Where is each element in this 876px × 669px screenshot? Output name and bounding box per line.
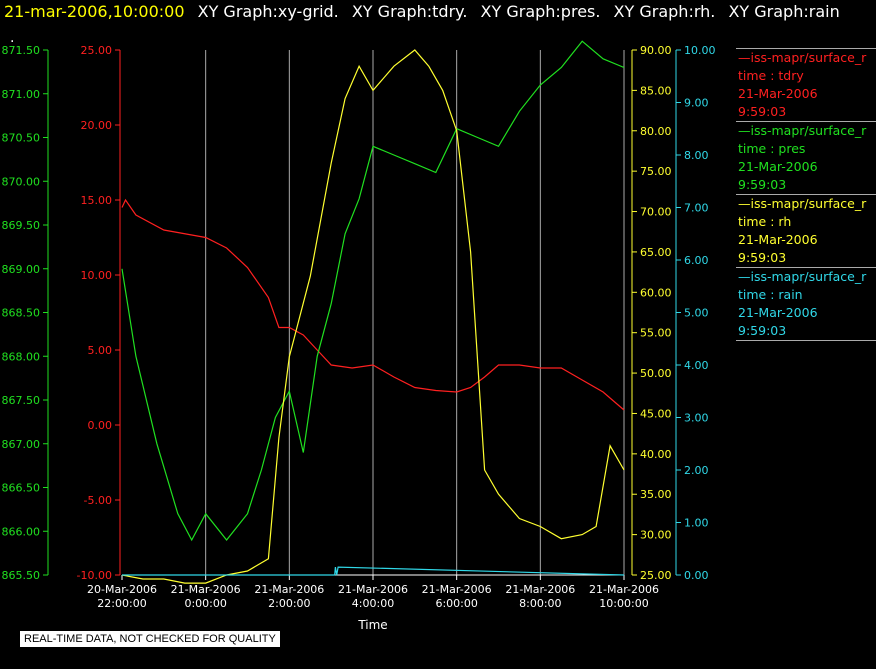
y-tick-label-pres: 865.50: [2, 569, 41, 582]
y-tick-label-rh: 50.00: [640, 367, 672, 380]
legend-time: 9:59:03: [738, 250, 787, 265]
legend-line-label: —iss-mapr/surface_r: [738, 50, 867, 65]
y-tick-label-pres: 870.50: [2, 132, 41, 145]
y-tick-label-rain: 6.00: [684, 254, 709, 267]
y-tick-label-tdry: 25.00: [81, 44, 113, 57]
y-tick-label-pres: 868.00: [2, 350, 41, 363]
y-tick-label-tdry: 10.00: [81, 269, 113, 282]
x-tick-label-date: 21-Mar-2006: [589, 583, 659, 596]
y-tick-label-rain: 3.00: [684, 412, 709, 425]
y-tick-label-pres: 870.00: [2, 175, 41, 188]
y-tick-label-rain: 0.00: [684, 569, 709, 582]
legend-field: time : rain: [738, 287, 803, 302]
x-tick-label-date: 21-Mar-2006: [171, 583, 241, 596]
y-tick-label-rain: 7.00: [684, 202, 709, 215]
y-tick-label-rh: 60.00: [640, 286, 672, 299]
graph-title-pres: XY Graph:pres.: [480, 2, 601, 21]
x-tick-label-time: 0:00:00: [184, 597, 226, 610]
y-tick-label-pres: 871.50: [2, 44, 41, 57]
x-tick-label-date: 21-Mar-2006: [254, 583, 324, 596]
y-tick-label-tdry: -5.00: [84, 494, 112, 507]
series-line-pres: [121, 40, 625, 542]
y-tick-label-tdry: 5.00: [88, 344, 113, 357]
x-tick-label-time: 2:00:00: [268, 597, 310, 610]
quality-disclaimer: REAL-TIME DATA, NOT CHECKED FOR QUALITY: [20, 631, 280, 647]
graph-title-rain: XY Graph:rain: [728, 2, 840, 21]
y-tick-label-rh: 70.00: [640, 206, 672, 219]
x-tick-label-time: 6:00:00: [435, 597, 477, 610]
legend-entry-tdry: —iss-mapr/surface_r time : tdry 21-Mar-2…: [736, 48, 876, 121]
y-tick-label-rain: 5.00: [684, 307, 709, 320]
legend-time: 9:59:03: [738, 323, 787, 338]
legend-date: 21-Mar-2006: [738, 232, 818, 247]
legend-date: 21-Mar-2006: [738, 305, 818, 320]
legend-entry-rh: —iss-mapr/surface_r time : rh 21-Mar-200…: [736, 194, 876, 267]
legend-line-label: —iss-mapr/surface_r: [738, 196, 867, 211]
legend-entry-pres: —iss-mapr/surface_r time : pres 21-Mar-2…: [736, 121, 876, 194]
y-tick-label-rh: 40.00: [640, 448, 672, 461]
y-tick-label-rh: 85.00: [640, 84, 672, 97]
x-tick-label-date: 21-Mar-2006: [338, 583, 408, 596]
graph-title-tdry: XY Graph:tdry.: [351, 2, 468, 21]
y-tick-label-rh: 25.00: [640, 569, 672, 582]
x-tick-label-date: 21-Mar-2006: [505, 583, 575, 596]
x-tick-label-time: 22:00:00: [97, 597, 146, 610]
timestamp: 21-mar-2006,10:00:00: [4, 2, 185, 21]
y-tick-label-pres: 867.00: [2, 438, 41, 451]
y-tick-label-pres: 866.00: [2, 525, 41, 538]
y-tick-label-rh: 45.00: [640, 407, 672, 420]
legend-entry-rain: —iss-mapr/surface_r time : rain 21-Mar-2…: [736, 267, 876, 341]
y-tick-label-pres: 866.50: [2, 482, 41, 495]
y-tick-label-rain: 8.00: [684, 149, 709, 162]
legend-time: 9:59:03: [738, 177, 787, 192]
y-tick-label-rh: 90.00: [640, 44, 672, 57]
x-tick-label-date: 21-Mar-2006: [422, 583, 492, 596]
y-tick-label-rain: 10.00: [684, 44, 716, 57]
x-tick-label-date: 20-Mar-2006: [87, 583, 157, 596]
x-tick-label-time: 8:00:00: [519, 597, 561, 610]
legend-line-label: —iss-mapr/surface_r: [738, 269, 867, 284]
x-axis-label: Time: [357, 618, 387, 632]
legend-date: 21-Mar-2006: [738, 86, 818, 101]
series-line-rain: [122, 566, 625, 576]
y-tick-label-tdry: 15.00: [81, 194, 113, 207]
y-tick-label-tdry: 0.00: [88, 419, 113, 432]
y-tick-label-pres: 869.50: [2, 219, 41, 232]
header: 21-mar-2006,10:00:00 XY Graph:xy-grid. X…: [4, 2, 840, 21]
y-tick-label-rh: 30.00: [640, 529, 672, 542]
y-tick-label-rh: 35.00: [640, 488, 672, 501]
y-tick-label-rh: 65.00: [640, 246, 672, 259]
y-tick-label-rh: 75.00: [640, 165, 672, 178]
legend-field: time : pres: [738, 141, 806, 156]
legend-field: time : tdry: [738, 68, 804, 83]
series-line-tdry: [121, 198, 625, 411]
y-tick-label-tdry: 20.00: [81, 119, 113, 132]
y-tick-label-pres: 869.00: [2, 263, 41, 276]
y-tick-label-rh: 55.00: [640, 327, 672, 340]
y-tick-label-rain: 4.00: [684, 359, 709, 372]
y-tick-label-rh: 80.00: [640, 125, 672, 138]
y-tick-label-tdry: -10.00: [77, 569, 112, 582]
status-dot: .: [10, 30, 15, 46]
legend-line-label: —iss-mapr/surface_r: [738, 123, 867, 138]
y-tick-label-rain: 9.00: [684, 97, 709, 110]
y-tick-label-pres: 871.00: [2, 88, 41, 101]
legend-field: time : rh: [738, 214, 792, 229]
legend-date: 21-Mar-2006: [738, 159, 818, 174]
y-tick-label-rain: 1.00: [684, 517, 709, 530]
x-tick-label-time: 4:00:00: [352, 597, 394, 610]
legend: —iss-mapr/surface_r time : tdry 21-Mar-2…: [736, 48, 876, 341]
graph-title-rh: XY Graph:rh.: [613, 2, 716, 21]
series-line-rh: [121, 49, 625, 584]
y-tick-label-rain: 2.00: [684, 464, 709, 477]
x-tick-label-time: 10:00:00: [599, 597, 648, 610]
legend-time: 9:59:03: [738, 104, 787, 119]
y-tick-label-pres: 867.50: [2, 394, 41, 407]
y-tick-label-pres: 868.50: [2, 307, 41, 320]
graph-title-xy-grid: XY Graph:xy-grid.: [197, 2, 339, 21]
